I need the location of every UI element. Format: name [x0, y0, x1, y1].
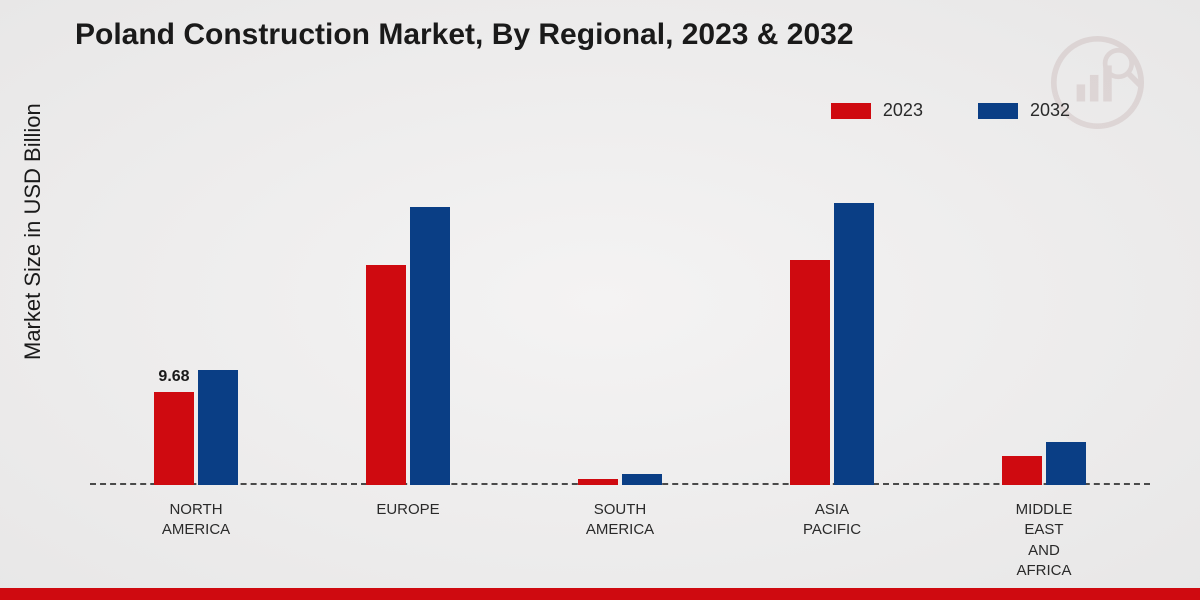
y-axis-label: Market Size in USD Billion	[20, 103, 46, 360]
footer-bar	[0, 588, 1200, 600]
bar	[834, 203, 874, 485]
bar	[1046, 442, 1086, 485]
bar-group	[366, 207, 450, 485]
x-axis-label: MIDDLE EAST AND AFRICA	[1016, 500, 1073, 581]
bar	[622, 474, 662, 485]
chart-title: Poland Construction Market, By Regional,…	[75, 18, 854, 52]
bar-group	[578, 474, 662, 485]
bar	[366, 265, 406, 485]
bar	[154, 392, 194, 485]
bar-group: 9.68	[154, 370, 238, 485]
chart-page: Poland Construction Market, By Regional,…	[0, 0, 1200, 600]
x-axis-label: ASIA PACIFIC	[803, 500, 861, 541]
bar-group	[790, 203, 874, 485]
x-axis-labels: NORTH AMERICA EUROPE SOUTH AMERICA ASIA PAC…	[90, 492, 1150, 600]
legend-label-2032: 2032	[1030, 100, 1070, 121]
legend-swatch-2032	[978, 103, 1018, 119]
legend-label-2023: 2023	[883, 100, 923, 121]
x-axis-label: EUROPE	[376, 500, 439, 520]
legend-item-2023: 2023	[831, 100, 923, 121]
bar	[410, 207, 450, 485]
plot-area: 9.68	[90, 150, 1150, 485]
legend-swatch-2023	[831, 103, 871, 119]
legend-item-2032: 2032	[978, 100, 1070, 121]
bar-group	[1002, 442, 1086, 485]
x-axis-label: NORTH AMERICA	[162, 500, 230, 541]
legend: 2023 2032	[831, 100, 1070, 121]
bar	[1002, 456, 1042, 485]
x-axis-label: SOUTH AMERICA	[586, 500, 654, 541]
bar	[790, 260, 830, 485]
bar-value-label: 9.68	[158, 368, 189, 386]
bar	[198, 370, 238, 485]
bar	[578, 479, 618, 485]
